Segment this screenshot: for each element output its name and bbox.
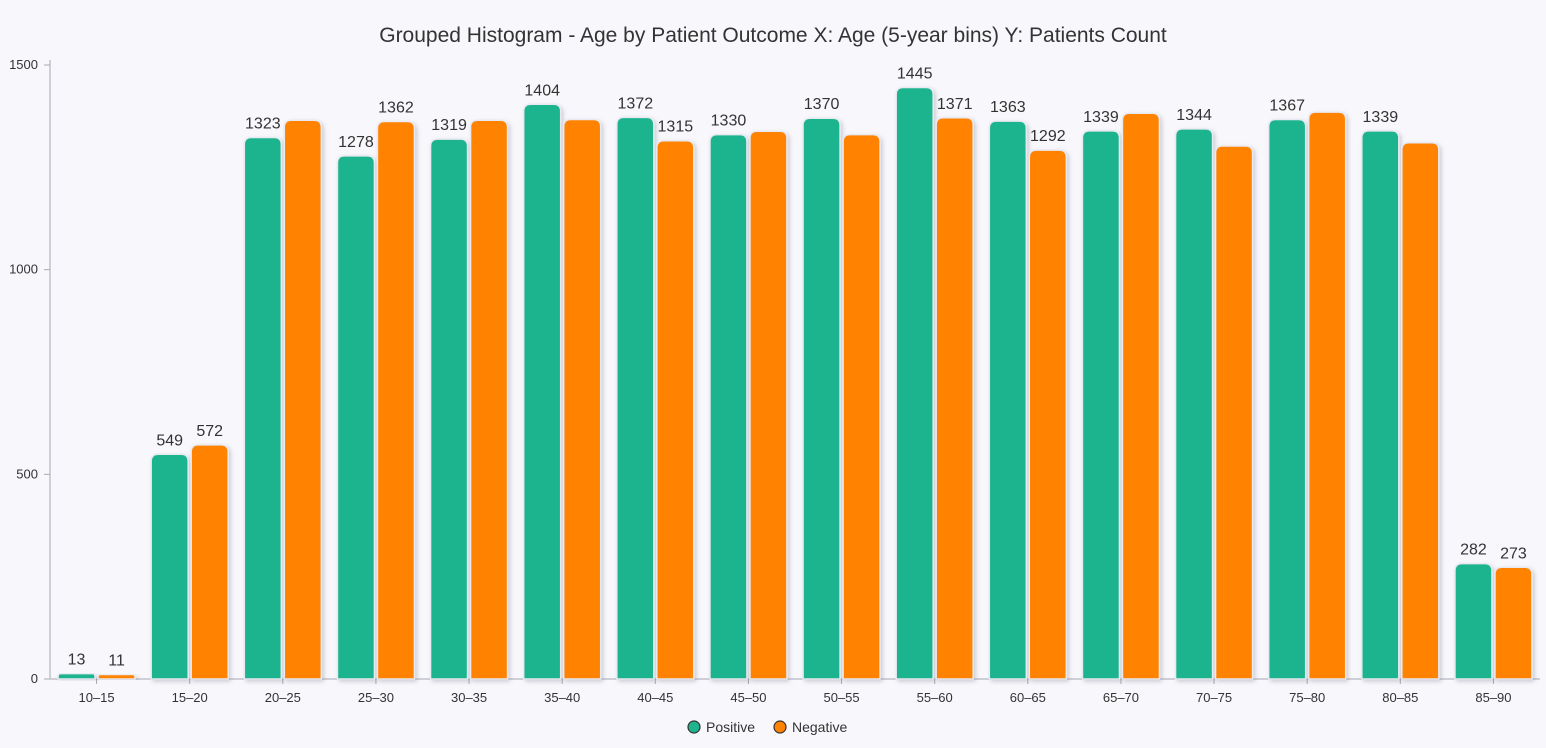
bar-positive[interactable] [243,136,283,680]
data-label-negative: 1371 [937,96,973,113]
x-tick-label: 65–70 [1103,690,1139,705]
x-tick-label: 75–80 [1289,690,1325,705]
legend-marker [773,720,787,734]
bar-positive[interactable] [150,453,189,680]
bar-negative[interactable] [656,139,695,680]
bar-positive[interactable] [1267,118,1307,680]
legend: Positive Negative [687,719,847,735]
data-label-negative: 1292 [1030,128,1066,145]
bar-negative[interactable] [842,133,881,680]
x-tick-label: 15–20 [172,690,208,705]
bar-positive[interactable] [429,138,469,680]
x-tick-label: 55–60 [917,690,953,705]
x-tick-label: 30–35 [451,690,487,705]
data-label-positive: 1323 [245,115,281,132]
x-tick-label: 80–85 [1382,690,1418,705]
data-label-positive: 1445 [897,66,933,83]
legend-item-negative[interactable]: Negative [773,719,847,735]
bar-positive[interactable] [57,672,96,680]
bar-positive[interactable] [1174,128,1214,680]
bar-negative[interactable] [376,120,416,680]
bar-positive[interactable] [522,103,562,680]
data-label-positive: 1319 [431,117,467,134]
data-label-positive: 1404 [524,82,560,99]
data-label-positive: 1344 [1176,107,1212,124]
data-label-positive: 1367 [1269,97,1305,114]
data-label-negative: 1362 [378,99,414,116]
bar-positive[interactable] [802,117,841,680]
x-axis: 10–15 15–20 20–25 25–30 30–35 35–40 40–45 45–50… [50,678,1540,705]
x-tick-label: 50–55 [823,690,859,705]
data-label-positive: 1339 [1363,109,1399,126]
bar-negative[interactable] [562,118,602,680]
bar-positive[interactable] [895,86,934,680]
bars-group [57,86,1533,680]
bar-negative[interactable] [1121,112,1161,680]
data-label-positive: 1363 [990,99,1026,116]
bar-negative[interactable] [1028,149,1068,680]
data-label-positive: 1278 [338,134,374,151]
x-tick-label: 20–25 [265,690,301,705]
bar-negative[interactable] [1494,566,1533,680]
bar-negative[interactable] [283,119,323,680]
legend-item-positive[interactable]: Positive [687,719,755,735]
legend-label: Negative [792,719,847,735]
bar-negative[interactable] [190,444,229,680]
x-tick-label: 25–30 [358,690,394,705]
bar-positive[interactable] [616,116,655,680]
y-tick-label: 1000 [9,262,38,277]
y-tick-label: 1500 [9,57,38,72]
bar-positive[interactable] [709,133,748,680]
data-label-negative: 273 [1500,545,1527,562]
data-label-positive: 1370 [804,96,840,113]
bar-negative[interactable] [469,119,509,680]
x-tick-label: 45–50 [730,690,766,705]
legend-marker [687,720,701,734]
bar-negative[interactable] [1307,111,1347,680]
bar-positive[interactable] [336,155,376,680]
legend-label: Positive [706,719,755,735]
bar-labels-group: 13 549 1323 1278 1319 1404 1372 1330 1370 1445 136… [68,66,1527,670]
data-label-negative: 572 [196,423,223,440]
x-tick-label: 35–40 [544,690,580,705]
x-tick-label: 60–65 [1010,690,1046,705]
data-label-positive: 1330 [711,113,747,130]
x-tick-label: 40–45 [637,690,673,705]
chart-title: Grouped Histogram - Age by Patient Outco… [379,24,1167,47]
x-tick-label: 10–15 [78,690,114,705]
bar-positive[interactable] [1361,130,1400,680]
data-label-positive: 13 [68,652,86,669]
bar-positive[interactable] [988,120,1028,680]
data-label-positive: 1372 [618,95,654,112]
bar-negative[interactable] [1401,142,1440,680]
bar-negative[interactable] [1214,145,1254,680]
x-tick-label: 85–90 [1475,690,1511,705]
bar-positive[interactable] [1081,130,1121,680]
data-label-positive: 282 [1460,542,1487,559]
data-label-positive: 549 [156,432,183,449]
bar-negative[interactable] [749,130,788,680]
bar-negative[interactable] [935,117,974,680]
y-axis: 0 500 1000 1500 [9,57,51,686]
y-tick-label: 0 [31,671,38,686]
data-label-negative: 1315 [658,119,694,136]
bar-positive[interactable] [1454,562,1493,680]
x-tick-label: 70–75 [1196,690,1232,705]
y-tick-label: 500 [16,466,38,481]
data-label-positive: 1339 [1083,109,1119,126]
data-label-negative: 11 [108,652,125,669]
bar-negative[interactable] [97,673,136,680]
